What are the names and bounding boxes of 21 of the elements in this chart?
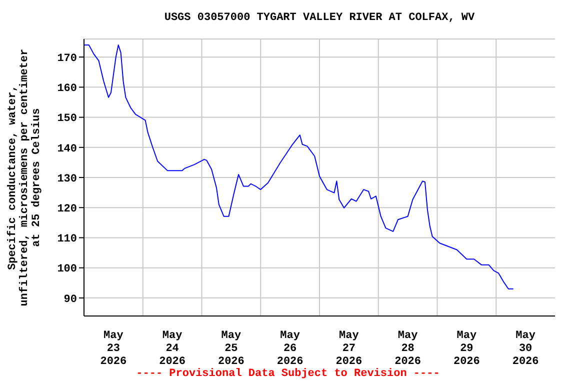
y-tick-label: 110 bbox=[57, 234, 77, 246]
y-tick-label: 150 bbox=[57, 113, 77, 126]
y-tick-label: 100 bbox=[57, 264, 77, 276]
y-tick-label: 130 bbox=[57, 173, 77, 186]
x-tick-label: May 30 2026 bbox=[512, 330, 539, 368]
y-tick-label: 120 bbox=[57, 204, 77, 216]
x-tick-label: May 29 2026 bbox=[453, 330, 480, 368]
line-series bbox=[84, 44, 514, 290]
y-tick-label: 90 bbox=[64, 294, 77, 306]
y-tick-label: 170 bbox=[57, 52, 77, 65]
x-tick-label: May 27 2026 bbox=[336, 330, 362, 368]
x-tick-label: May 26 2026 bbox=[276, 330, 304, 368]
chart-title: USGS 03057000 TYGART VALLEY RIVER AT COLFAX, WV bbox=[163, 12, 476, 24]
x-tick-label: May 25 2026 bbox=[218, 330, 244, 368]
x-tick-label: May 28 2026 bbox=[394, 330, 422, 368]
x-tick-label: May 24 2026 bbox=[159, 330, 186, 368]
y-axis-title: Specific conductance, water, unfiltered, microsiemens per centimeter at 25 degrees Celsius bbox=[6, 48, 43, 306]
text: ---- Provisional Data Subject to Revision ---- bbox=[135, 368, 441, 380]
y-tick-label: 160 bbox=[57, 83, 77, 96]
y-tick-label: 140 bbox=[57, 143, 77, 156]
x-tick-label: May 23 2026 bbox=[100, 330, 127, 368]
